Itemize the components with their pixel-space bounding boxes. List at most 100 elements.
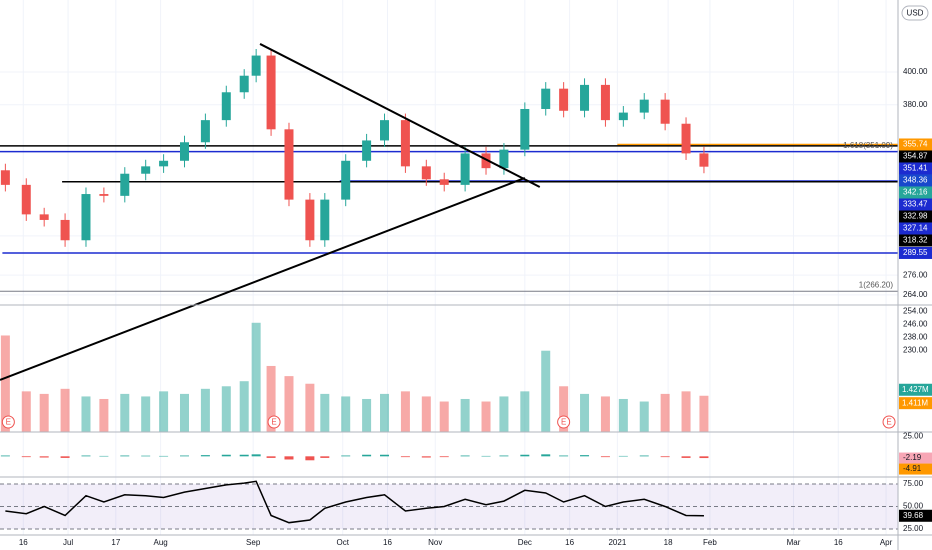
volume-bar — [541, 350, 551, 432]
candle-body — [266, 55, 276, 130]
level-label-bg — [899, 162, 932, 175]
y-tick-label: 230.00 — [903, 346, 928, 355]
candle-body — [221, 92, 231, 121]
macd-bar — [239, 454, 249, 457]
earnings-label: E — [886, 418, 891, 427]
volume-bar — [251, 322, 261, 432]
volume-bar — [179, 393, 189, 432]
y-tick-label: 246.00 — [903, 319, 928, 328]
x-tick-label: 16 — [834, 538, 843, 547]
volume-bar — [380, 393, 390, 432]
candle-body — [618, 112, 628, 121]
rsi-label-bg — [899, 509, 932, 522]
candle-body — [284, 129, 294, 200]
x-tick-label: 16 — [19, 538, 28, 547]
x-tick-label: Nov — [428, 538, 442, 547]
macd-bar — [320, 456, 330, 458]
volume-bar — [266, 365, 276, 432]
x-tick-label: Aug — [153, 538, 167, 547]
x-tick-label: Feb — [703, 538, 717, 547]
volume-bar — [81, 396, 91, 432]
volume-bar — [618, 398, 628, 432]
candle-body — [305, 199, 315, 241]
earnings-marker — [557, 415, 571, 429]
volume-bar — [421, 396, 431, 432]
macd-label: -2.19 — [903, 453, 922, 462]
rsi-tick-label: 25.00 — [903, 524, 924, 533]
macd-bar — [200, 455, 210, 457]
candle-body — [200, 120, 210, 143]
macd-bar — [0, 455, 10, 457]
volume-bar — [639, 401, 649, 432]
candle-body — [460, 153, 470, 185]
macd-bar — [251, 454, 261, 457]
volume-bar — [320, 393, 330, 432]
x-tick-label: Jul — [63, 538, 73, 547]
candle-body — [541, 88, 551, 109]
volume-bar — [660, 393, 670, 432]
candle-body — [159, 160, 169, 167]
currency-badge[interactable] — [901, 5, 929, 21]
macd-bar — [421, 456, 431, 458]
x-tick-label: Dec — [518, 538, 532, 547]
candle-body — [481, 153, 491, 169]
candle-body — [320, 199, 330, 241]
macd-bar — [559, 455, 569, 457]
rsi-line — [5, 480, 704, 524]
candle-body — [0, 170, 10, 185]
macd-bar — [699, 456, 709, 459]
fib-label: 1(266.20) — [859, 280, 894, 289]
level-label: 289.55 — [903, 248, 928, 257]
macd-bar — [481, 455, 491, 457]
x-tick-label: 16 — [383, 538, 392, 547]
macd-bar — [99, 455, 109, 457]
volume-bar — [481, 401, 491, 432]
level-label: 332.98 — [903, 212, 928, 221]
candle-body — [660, 99, 670, 124]
macd-bar — [221, 454, 231, 457]
volume-bar — [600, 396, 610, 432]
macd-label-bg — [899, 452, 932, 464]
volume-bar — [120, 393, 130, 432]
earnings-label: E — [561, 418, 566, 427]
level-label: 327.14 — [903, 224, 928, 233]
x-tick-label: Sep — [246, 538, 261, 547]
macd-bar — [380, 454, 390, 457]
level-label-bg — [899, 138, 932, 151]
candle-body — [580, 84, 590, 111]
trendline — [259, 43, 541, 188]
candle-body — [681, 123, 691, 154]
y-tick-label: 380.00 — [903, 100, 928, 109]
candle-body — [421, 166, 431, 180]
macd-bar — [141, 455, 151, 457]
volume-bar — [239, 381, 249, 432]
candle-body — [600, 84, 610, 121]
level-label-bg — [899, 210, 932, 223]
macd-bar — [341, 455, 351, 457]
level-label-bg — [899, 174, 932, 187]
macd-bar — [120, 455, 130, 457]
x-tick-label: Oct — [336, 538, 349, 547]
macd-label: -4.91 — [903, 464, 922, 473]
candle-body — [239, 75, 249, 93]
level-label: 342.16 — [903, 188, 928, 197]
volume-label: 1.411M — [902, 398, 928, 407]
macd-bar — [159, 455, 169, 457]
candle-body — [39, 214, 49, 220]
macd-bar — [266, 456, 276, 458]
candle-body — [362, 140, 372, 161]
candle-body — [120, 173, 130, 196]
candle-body — [639, 99, 649, 113]
rsi-label: 39.68 — [903, 511, 924, 520]
volume-bar — [284, 376, 294, 432]
macd-bar — [439, 456, 449, 458]
x-tick-label: 2021 — [608, 538, 626, 547]
level-label: 355.74 — [903, 140, 928, 149]
macd-bar — [284, 456, 294, 460]
volume-bar — [305, 383, 315, 432]
macd-bar — [681, 456, 691, 458]
candle-body — [81, 194, 91, 241]
level-label: 333.47 — [903, 200, 928, 209]
volume-label-bg — [899, 383, 932, 396]
candle-body — [400, 120, 410, 167]
